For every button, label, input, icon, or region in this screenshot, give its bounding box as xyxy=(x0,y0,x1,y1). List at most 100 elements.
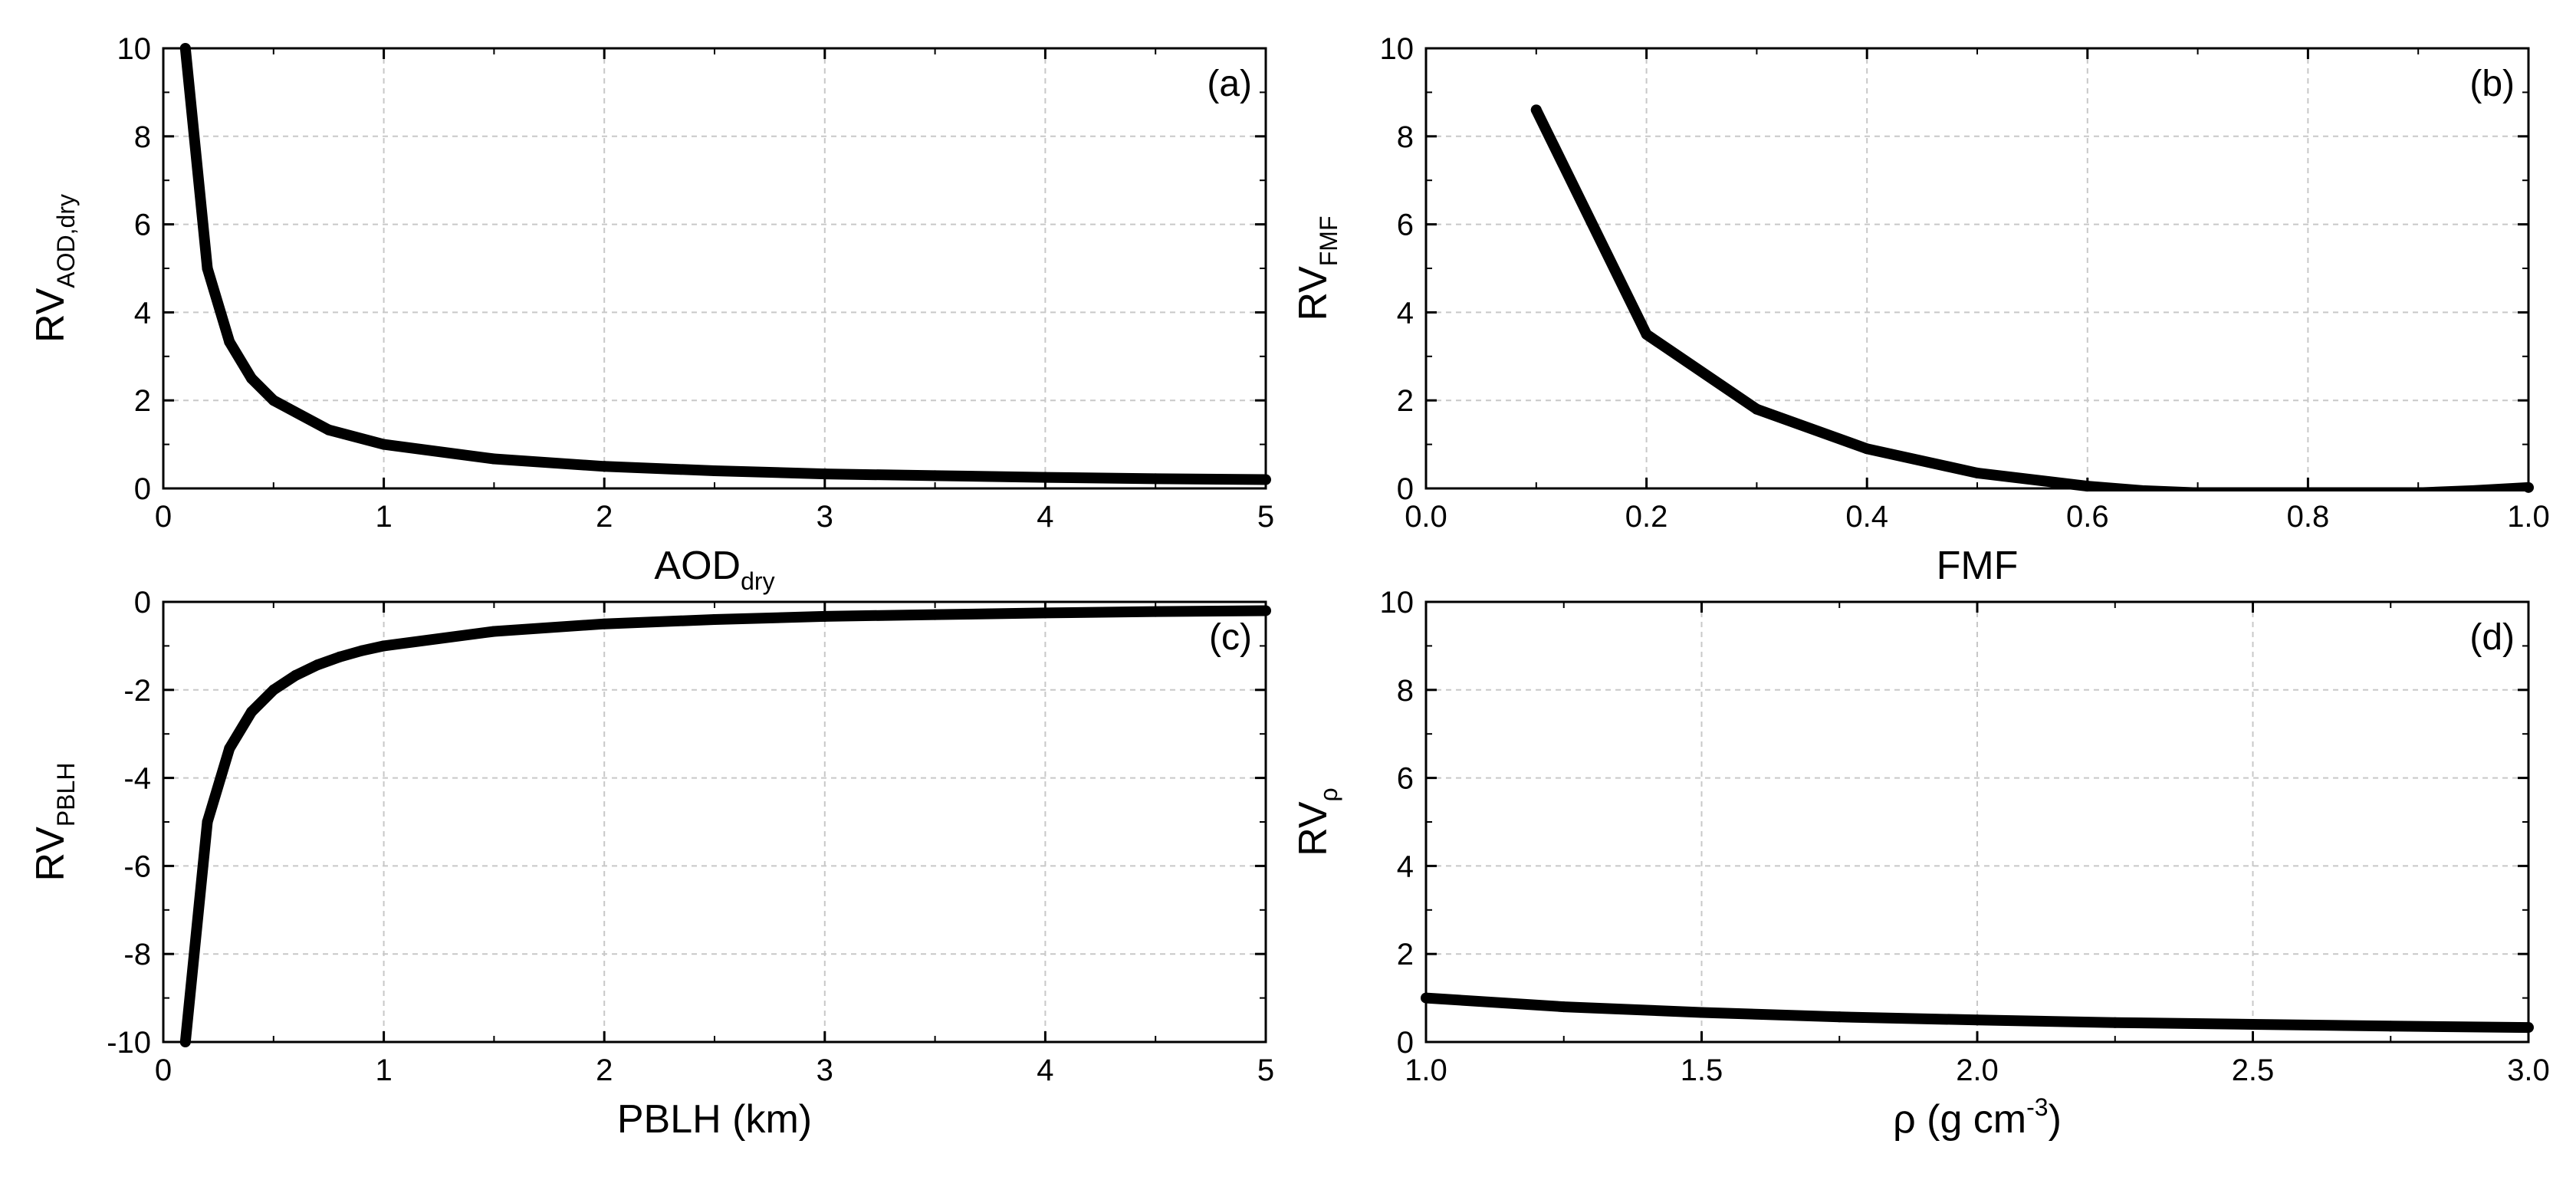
chart-panel-c: 0 1 2 3 4 5 -10 -8 -6 -4 -2 0 (c) PBLH (km) RVPBLH xyxy=(28,586,1274,1142)
data-point xyxy=(1751,403,1763,415)
data-point xyxy=(334,651,346,662)
x-tick-label: 1.0 xyxy=(1405,1053,1447,1087)
y-tick-label: 6 xyxy=(1397,762,1414,796)
data-point xyxy=(929,470,941,482)
data-point xyxy=(1558,1001,1569,1013)
x-axis-label: AODdry xyxy=(654,544,774,595)
x-tick-label: 2.5 xyxy=(2232,1053,2275,1087)
data-point xyxy=(1861,443,1873,455)
y-tick-label: 0 xyxy=(134,586,151,620)
data-point xyxy=(323,424,334,436)
y-tick-label: 0 xyxy=(1397,472,1414,506)
data-point xyxy=(179,1037,191,1047)
y-tick-label: -8 xyxy=(123,938,151,971)
y-tick-label: -10 xyxy=(107,1026,151,1060)
data-point xyxy=(1696,1007,1707,1018)
x-tick-label: 0.6 xyxy=(2066,500,2109,534)
x-tick-label: 0.0 xyxy=(1405,500,1447,534)
series-line xyxy=(179,45,1266,485)
data-point xyxy=(1260,474,1271,485)
data-point xyxy=(819,468,830,480)
y-tick-label: 4 xyxy=(1397,296,1414,330)
data-point xyxy=(1972,467,1983,478)
data-point xyxy=(268,395,279,406)
data-point xyxy=(1150,606,1162,617)
data-point xyxy=(1040,607,1051,619)
x-tick-label: 0.8 xyxy=(2287,500,2330,534)
data-point xyxy=(599,461,610,472)
data-point xyxy=(488,453,500,465)
y-axis-label: RVPBLH xyxy=(28,763,80,882)
panel-label: (a) xyxy=(1207,64,1252,104)
data-point xyxy=(1641,329,1652,340)
x-tick-label: 3 xyxy=(816,500,833,534)
y-tick-label: 10 xyxy=(1380,32,1414,66)
y-tick-label: 4 xyxy=(1397,850,1414,883)
data-point xyxy=(1150,473,1162,485)
x-tick-label: 0.2 xyxy=(1625,500,1668,534)
x-tick-label: 1.5 xyxy=(1681,1053,1723,1087)
data-point xyxy=(268,684,279,695)
x-tick-label: 2 xyxy=(596,500,613,534)
y-tick-label: 10 xyxy=(1380,586,1414,620)
data-point xyxy=(224,743,235,754)
y-tick-label: 0 xyxy=(134,472,151,506)
panel-label: (c) xyxy=(1209,617,1252,658)
x-tick-label: 3 xyxy=(816,1053,833,1087)
x-tick-label: 1 xyxy=(375,1053,392,1087)
series-line xyxy=(1530,104,2528,491)
y-tick-label: 2 xyxy=(1397,938,1414,971)
x-tick-label: 2 xyxy=(596,1053,613,1087)
data-point xyxy=(378,640,389,652)
x-axis-label: ρ (g cm-3) xyxy=(1893,1093,2062,1142)
y-tick-label: 6 xyxy=(134,209,151,242)
data-point xyxy=(2109,1017,2121,1028)
y-tick-label: 2 xyxy=(1397,384,1414,418)
y-tick-label: 8 xyxy=(1397,120,1414,154)
data-point xyxy=(246,373,258,384)
y-axis-label: RVFMF xyxy=(1291,215,1342,320)
data-point xyxy=(1834,1011,1845,1023)
data-point xyxy=(2523,1022,2534,1034)
x-axis-label: FMF xyxy=(1937,544,2019,588)
x-tick-label: 5 xyxy=(1257,500,1274,534)
data-point xyxy=(312,659,324,671)
x-tick-label: 1.0 xyxy=(2507,500,2550,534)
data-point xyxy=(1260,605,1271,616)
data-point xyxy=(599,618,610,629)
plot-frame xyxy=(1424,47,2530,490)
plot-frame xyxy=(162,600,1267,1044)
data-point xyxy=(224,336,235,347)
y-tick-label: -2 xyxy=(123,674,151,708)
data-point xyxy=(488,626,500,637)
data-point xyxy=(709,613,720,625)
data-point xyxy=(929,609,941,620)
y-tick-label: -4 xyxy=(123,762,151,796)
series-line xyxy=(179,605,1266,1045)
x-tick-label: 4 xyxy=(1037,1053,1053,1087)
data-point xyxy=(2082,481,2093,492)
chart-panel-b: 0.0 0.2 0.4 0.6 0.8 1.0 0 2 4 6 8 10 (b) FMF RVFMF xyxy=(1291,32,2550,588)
y-tick-label: 2 xyxy=(134,384,151,418)
x-axis-label: PBLH (km) xyxy=(617,1097,812,1142)
y-tick-label: 8 xyxy=(1397,674,1414,708)
data-point xyxy=(1421,992,1431,1004)
y-axis-label: RVAOD,dry xyxy=(28,194,80,343)
data-point xyxy=(1972,1014,1983,1026)
x-tick-label: 5 xyxy=(1257,1053,1274,1087)
x-tick-label: 1 xyxy=(375,500,392,534)
data-point xyxy=(819,610,830,622)
data-point xyxy=(709,465,720,477)
y-axis-label: RVρ xyxy=(1291,787,1342,856)
data-point xyxy=(1040,472,1051,483)
x-tick-label: 0.4 xyxy=(1845,500,1888,534)
y-tick-label: 6 xyxy=(1397,209,1414,242)
data-point xyxy=(378,439,389,450)
data-point xyxy=(1530,104,1542,116)
y-tick-label: 8 xyxy=(134,120,151,154)
data-point xyxy=(356,645,367,656)
x-tick-label: 0 xyxy=(155,500,172,534)
plot-frame xyxy=(162,47,1267,490)
panel-label: (b) xyxy=(2469,64,2515,104)
